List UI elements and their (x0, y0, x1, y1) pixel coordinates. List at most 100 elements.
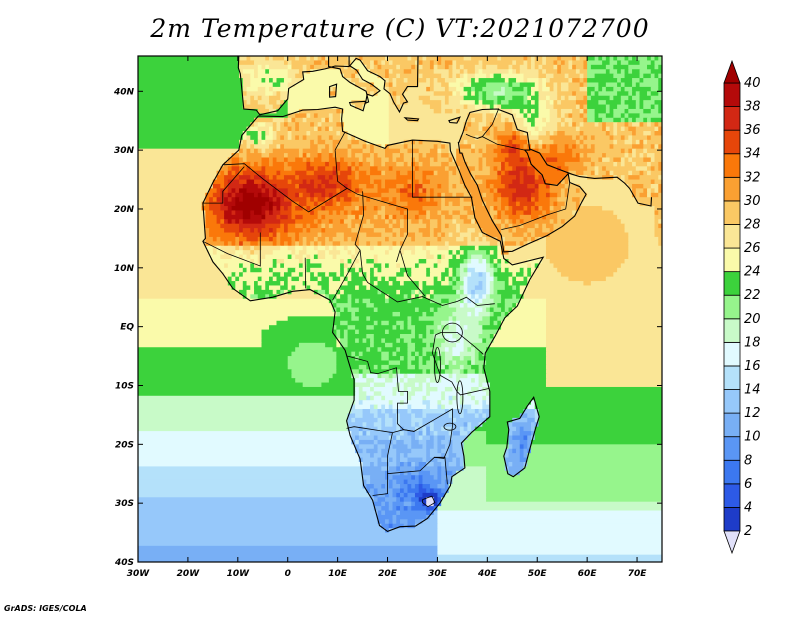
temp-cell (212, 210, 225, 216)
temp-cell (347, 192, 356, 198)
temp-cell (538, 236, 547, 242)
temp-cell (486, 183, 491, 189)
temp-cell (482, 329, 498, 335)
temp-cell (276, 236, 281, 242)
temp-cell (433, 91, 453, 97)
temp-cell (448, 170, 453, 176)
temp-cell (474, 73, 487, 79)
temp-cell (325, 161, 330, 167)
temp-cell (343, 210, 349, 216)
temp-cell (579, 153, 584, 159)
temp-cell (508, 258, 528, 264)
temp-cell (138, 541, 439, 547)
temp-cell (448, 484, 487, 490)
temp-cell (336, 245, 345, 251)
temp-cell (437, 510, 662, 516)
temp-cell (343, 334, 349, 340)
temp-cell (474, 206, 491, 212)
temp-cell (448, 298, 457, 304)
temp-cell (620, 219, 656, 225)
x-tick-label: 40E (477, 569, 498, 579)
temp-cell (489, 210, 498, 216)
temp-cell (407, 214, 416, 220)
temp-cell (429, 289, 435, 295)
temp-cell (388, 201, 397, 207)
temp-cell (385, 501, 390, 507)
temp-cell (568, 144, 573, 150)
temp-cell (482, 395, 487, 401)
temp-cell (531, 206, 536, 212)
temp-cell (381, 466, 390, 472)
temp-cell (463, 73, 468, 79)
temp-cell (504, 157, 521, 163)
temp-cell (534, 56, 543, 62)
temp-cell (138, 338, 263, 344)
temp-cell (138, 166, 221, 172)
temp-cell (403, 144, 409, 150)
temp-cell (407, 395, 412, 401)
temp-cell (448, 64, 453, 70)
temp-cell (407, 294, 412, 300)
temp-cell (654, 122, 659, 128)
temp-cell (482, 232, 487, 238)
temp-cell (647, 139, 662, 145)
temp-cell (575, 139, 581, 145)
temp-cell (456, 307, 476, 313)
temp-cell (504, 91, 528, 97)
temp-cell (426, 360, 435, 366)
temp-cell (486, 276, 495, 282)
temp-cell (392, 228, 401, 234)
temp-cell (639, 82, 659, 88)
temp-cell (422, 457, 427, 463)
temp-cell (239, 276, 259, 282)
temp-cell (411, 272, 427, 278)
temp-cell (224, 170, 229, 176)
temp-cell (358, 139, 367, 145)
temp-cell (527, 95, 532, 101)
temp-cell (261, 206, 270, 212)
temp-cell (291, 60, 315, 66)
temp-cell (654, 144, 659, 150)
temp-cell (658, 192, 662, 198)
temp-cell (482, 298, 495, 304)
temp-cell (538, 126, 543, 132)
temp-cell (531, 448, 662, 454)
temp-cell (433, 422, 465, 428)
temp-cell (429, 95, 446, 101)
temp-cell (527, 444, 532, 450)
temp-cell (265, 166, 285, 172)
temp-cell (497, 258, 502, 264)
temp-cell (422, 289, 431, 295)
temp-cell (358, 73, 379, 79)
temp-cell (422, 413, 427, 419)
temp-cell (291, 201, 300, 207)
temp-cell (508, 201, 517, 207)
temp-cell (362, 466, 382, 472)
temp-cell (347, 131, 390, 137)
temp-cell (269, 232, 274, 238)
temp-cell (272, 236, 278, 242)
temp-cell (362, 409, 371, 415)
temp-cell (448, 263, 461, 269)
temp-cell (531, 197, 536, 203)
temp-cell (429, 404, 439, 410)
country-border (334, 150, 348, 189)
temp-cell (377, 347, 382, 353)
temp-cell (448, 144, 461, 150)
temp-cell (239, 254, 244, 260)
temp-cell (287, 135, 293, 141)
coastlines (202, 56, 653, 533)
temp-cell (317, 214, 322, 220)
temp-cell (583, 281, 592, 287)
temp-cell (527, 281, 584, 287)
temp-cell (328, 113, 334, 119)
temp-cell (403, 250, 412, 256)
temp-cell (418, 307, 431, 313)
temp-cell (609, 126, 614, 132)
temp-cell (392, 488, 401, 494)
temp-cell (456, 276, 461, 282)
temp-cell (527, 439, 532, 445)
temp-cell (306, 236, 315, 242)
temp-cell (313, 122, 319, 128)
temp-cell (516, 426, 521, 432)
